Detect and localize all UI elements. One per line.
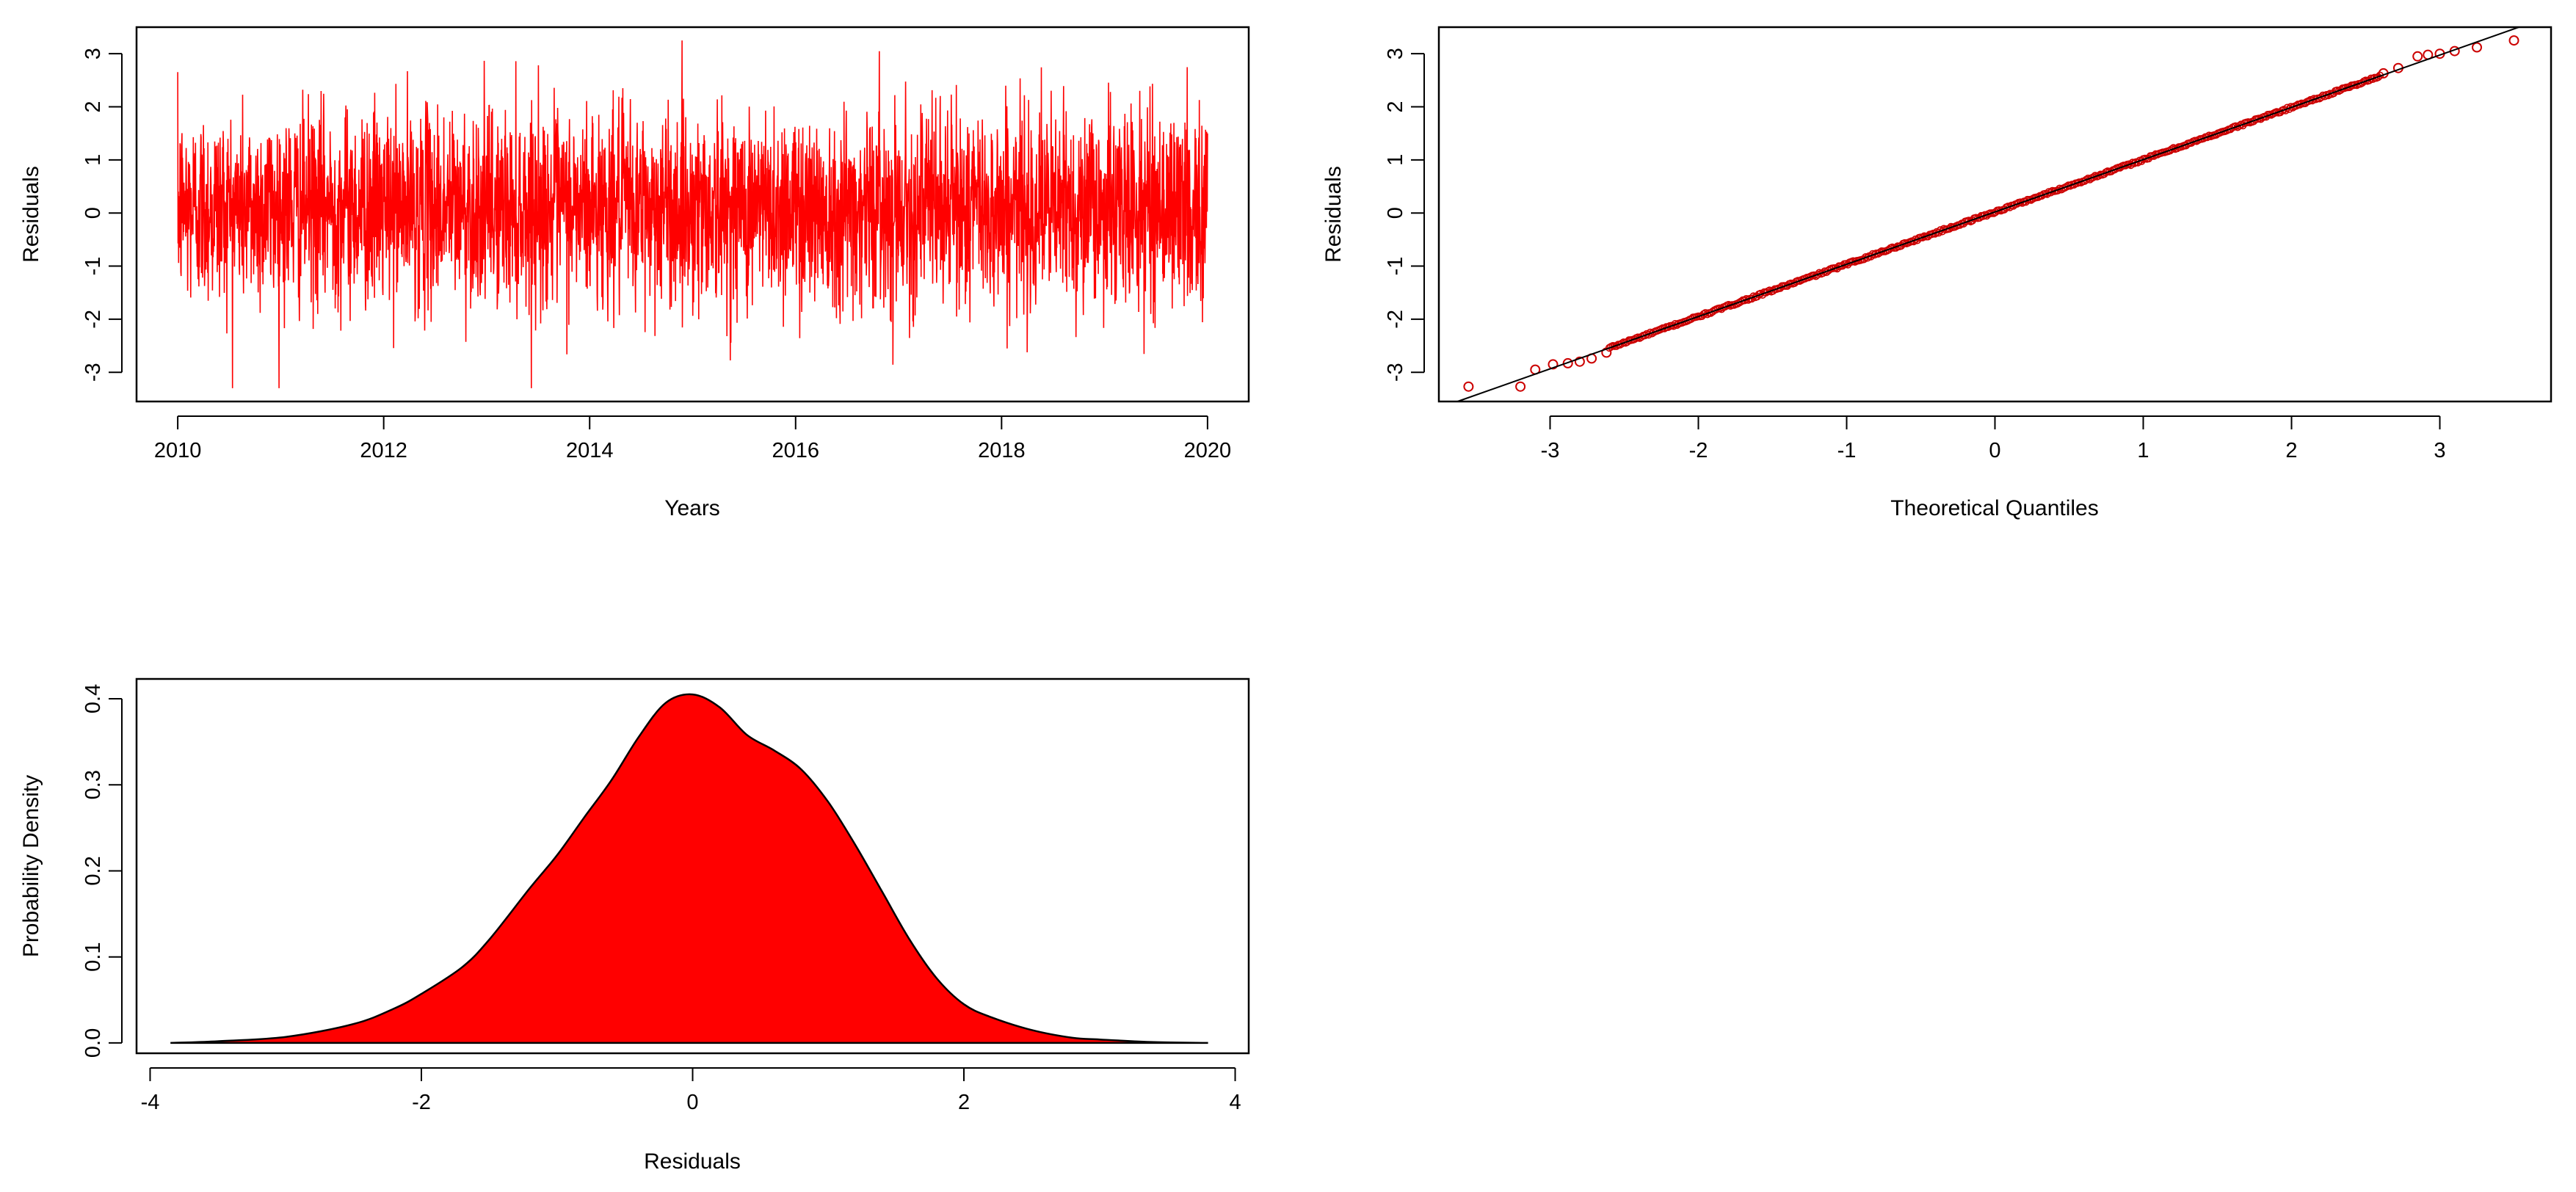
residual-density-chart: -4 -2 0 2 4 0.0 0.1 0.2 0.3 0.4 Residuals Probab… — [19, 677, 1250, 1174]
x-tick-label: -2 — [1689, 439, 1708, 462]
qq-point — [2368, 75, 2377, 83]
y-axis: -3 -2 -1 0 1 2 3 — [1384, 48, 1425, 382]
x-tick-label: -4 — [141, 1091, 160, 1114]
qq-point — [1876, 248, 1884, 257]
qq-reference-line — [1457, 26, 2519, 402]
plot-frame — [135, 677, 1250, 1055]
x-tick-label: 2 — [958, 1091, 970, 1114]
qq-point — [1548, 359, 1559, 370]
y-axis: -3 -2 -1 0 1 2 3 — [81, 48, 123, 382]
qq-point — [1463, 381, 1474, 392]
qq-point — [2089, 173, 2097, 181]
normal-qq-plot-chart: -3 -2 -1 0 1 2 3 -3 -2 -1 0 1 2 3 Theoretical Quanti… — [1321, 26, 2553, 520]
y-tick-label: 3 — [1384, 48, 1407, 59]
y-tick-label: 0 — [1384, 207, 1407, 219]
qq-point — [2063, 182, 2071, 191]
y-tick-label: -3 — [81, 363, 105, 382]
x-tick-label: 1 — [2137, 439, 2149, 462]
x-tick-label: 3 — [2434, 439, 2445, 462]
x-tick-label: -2 — [412, 1091, 431, 1114]
y-tick-label: 0.0 — [81, 1028, 105, 1058]
y-tick-label: 1 — [1384, 154, 1407, 166]
y-axis-label: Probability Density — [19, 775, 43, 957]
density-area — [170, 693, 1208, 1044]
y-tick-label: 0 — [81, 207, 105, 219]
qq-point — [2296, 101, 2304, 109]
qq-point — [1813, 270, 1822, 279]
residual-series-line — [177, 40, 1208, 388]
x-tick-label: 2012 — [360, 439, 407, 462]
x-axis-label: Years — [664, 496, 720, 520]
qq-point — [2047, 188, 2055, 197]
x-tick-label: 2020 — [1184, 439, 1232, 462]
qq-point — [1741, 296, 1749, 305]
qq-point — [1918, 233, 1927, 241]
plot-frame — [1437, 26, 2553, 403]
y-tick-label: 3 — [81, 48, 105, 59]
x-tick-label: 4 — [1229, 1091, 1241, 1114]
y-tick-label: 1 — [81, 154, 105, 166]
y-tick-label: 0.3 — [81, 770, 105, 799]
qq-point — [2082, 175, 2091, 184]
qq-point — [2508, 35, 2519, 46]
qq-point — [1618, 339, 1626, 348]
x-tick-label: 2016 — [772, 439, 820, 462]
y-tick-label: -3 — [1384, 363, 1407, 382]
plot-frame — [135, 26, 1250, 403]
x-axis: 2010 2012 2014 2016 2018 2020 — [154, 415, 1232, 462]
qq-point — [2203, 133, 2212, 142]
x-axis: -3 -2 -1 0 1 2 3 — [1541, 415, 2446, 462]
y-tick-label: -2 — [1384, 310, 1407, 329]
y-tick-label: 0.1 — [81, 942, 105, 972]
x-axis-label: Theoretical Quantiles — [1890, 496, 2098, 520]
x-axis: -4 -2 0 2 4 — [141, 1067, 1241, 1114]
qq-point — [1979, 212, 1987, 220]
x-tick-label: -3 — [1541, 439, 1560, 462]
qq-point — [2412, 51, 2423, 62]
qq-point — [1574, 356, 1585, 367]
x-tick-label: -1 — [1837, 439, 1857, 462]
x-tick-label: 2018 — [978, 439, 1026, 462]
x-tick-label: 0 — [1989, 439, 2000, 462]
x-axis-label: Residuals — [644, 1149, 741, 1174]
y-tick-label: -1 — [1384, 257, 1407, 276]
x-tick-label: 0 — [686, 1091, 698, 1114]
y-tick-label: 2 — [1384, 101, 1407, 112]
qq-point — [2013, 200, 2021, 208]
y-tick-label: 0.4 — [81, 684, 105, 713]
y-axis-label: Residuals — [1321, 166, 1346, 263]
y-axis-label: Residuals — [19, 166, 43, 263]
x-tick-label: 2014 — [566, 439, 614, 462]
qq-point — [1664, 323, 1672, 332]
y-axis: 0.0 0.1 0.2 0.3 0.4 — [81, 684, 123, 1058]
y-tick-label: -2 — [81, 310, 105, 329]
y-tick-label: 0.2 — [81, 856, 105, 885]
y-tick-label: -1 — [81, 257, 105, 276]
residual-line — [177, 40, 1208, 388]
qq-point — [1562, 357, 1573, 368]
qq-point — [2168, 145, 2176, 153]
x-tick-label: 2010 — [154, 439, 202, 462]
qq-point — [1515, 381, 1526, 392]
y-tick-label: 2 — [81, 101, 105, 112]
x-tick-label: 2 — [2285, 439, 2297, 462]
residual-time-series-chart: 2010 2012 2014 2016 2018 2020 -3 -2 -1 0 1 2 3 Year… — [19, 26, 1250, 520]
qq-point — [2472, 42, 2482, 53]
